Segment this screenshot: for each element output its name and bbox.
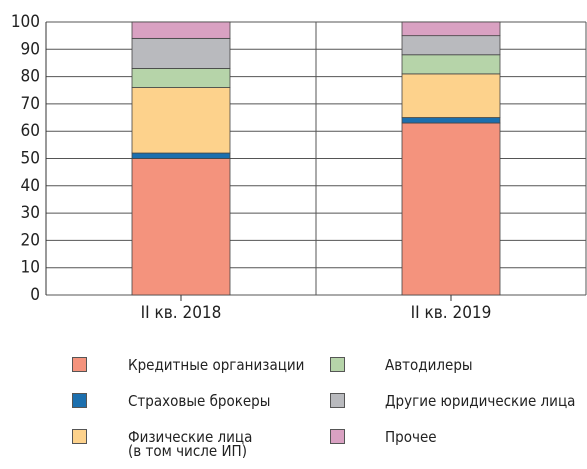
x-tick-label: II кв. 2018 bbox=[141, 303, 222, 323]
y-tick-label: 20 bbox=[21, 230, 40, 250]
bar-segment bbox=[131, 152, 231, 159]
legend-label: Физические лица (в том числе ИП) bbox=[128, 428, 253, 460]
legend-label: Кредитные организации bbox=[128, 356, 305, 374]
y-tick-label: 0 bbox=[30, 285, 40, 305]
legend-swatch bbox=[330, 393, 345, 408]
legend-label: Автодилеры bbox=[385, 356, 473, 374]
y-tick-label: 10 bbox=[21, 258, 40, 278]
y-tick-label: 80 bbox=[21, 67, 40, 87]
legend-swatch bbox=[330, 357, 345, 372]
y-tick-label: 40 bbox=[21, 176, 40, 196]
bar-segment bbox=[131, 158, 231, 296]
y-tick-label: 50 bbox=[21, 149, 40, 169]
bar-segment bbox=[401, 73, 501, 118]
y-tick-label: 30 bbox=[21, 203, 40, 223]
x-tick-label: II кв. 2019 bbox=[411, 303, 492, 323]
chart: 0 10 20 30 40 50 60 70 80 90 100 II кв. 2018 II кв. … bbox=[11, 12, 587, 323]
legend-swatch bbox=[72, 393, 87, 408]
bar-segment bbox=[131, 87, 231, 154]
bar-segment bbox=[401, 122, 501, 296]
legend-swatch bbox=[72, 429, 87, 444]
bar-segment bbox=[401, 35, 501, 56]
legend-label: Другие юридические лица bbox=[385, 392, 576, 410]
bar-segment bbox=[401, 21, 501, 37]
legend-label: Страховые брокеры bbox=[128, 392, 271, 410]
y-tick-label: 90 bbox=[21, 39, 40, 59]
bar-segment bbox=[131, 21, 231, 39]
legend-swatch bbox=[72, 357, 87, 372]
bar-segment bbox=[131, 68, 231, 88]
bar-segment bbox=[131, 37, 231, 69]
legend-swatch bbox=[330, 429, 345, 444]
bar-segment bbox=[401, 54, 501, 75]
legend-label: Прочее bbox=[385, 428, 437, 446]
y-tick-label: 60 bbox=[21, 121, 40, 141]
bar-segment bbox=[401, 117, 501, 124]
y-tick-label: 100 bbox=[11, 12, 40, 32]
y-tick-label: 70 bbox=[21, 94, 40, 114]
